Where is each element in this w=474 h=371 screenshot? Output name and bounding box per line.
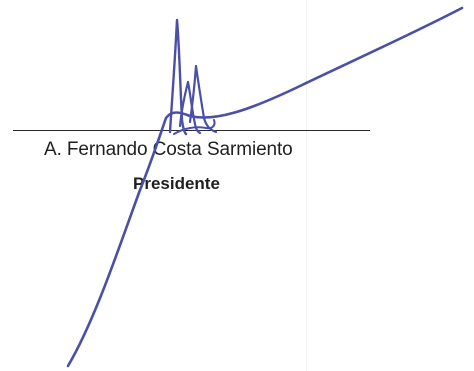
- signature-line: [13, 130, 370, 131]
- signer-title: Presidente: [133, 174, 220, 193]
- signature-main-stroke: [66, 6, 464, 368]
- signature-loop-3: [188, 64, 218, 134]
- signer-name: A. Fernando Costa Sarmiento: [44, 139, 293, 160]
- signature-loop-1: [168, 18, 188, 136]
- signature-flourish: [173, 119, 216, 135]
- paper-fold-mark: [306, 0, 307, 371]
- signature-loop-2: [178, 80, 202, 135]
